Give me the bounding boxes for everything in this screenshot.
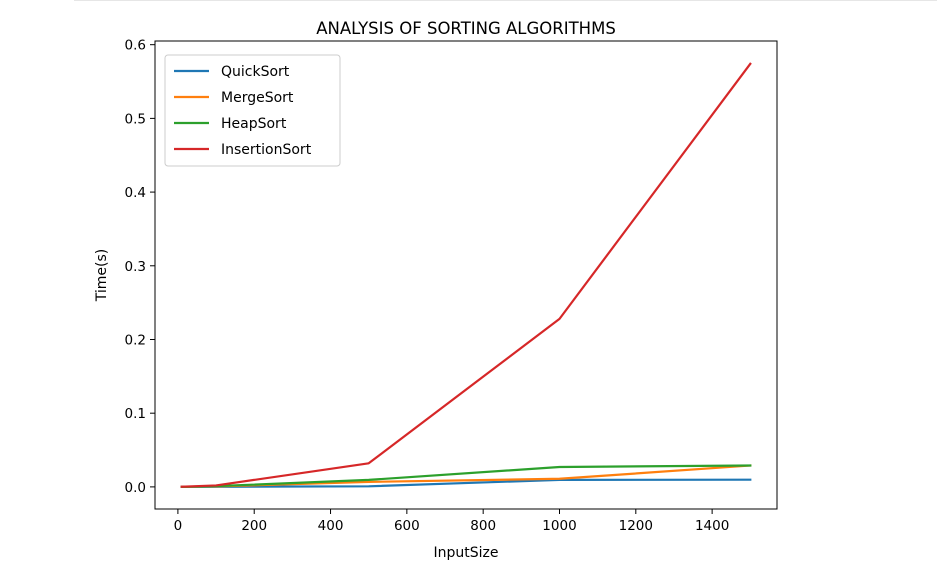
series-line-insertionsort (180, 62, 752, 488)
x-tick-label: 0 (174, 518, 183, 534)
chart-title: ANALYSIS OF SORTING ALGORITHMS (316, 19, 616, 38)
y-tick-label: 0.4 (125, 185, 146, 201)
y-tick-label: 0.3 (125, 259, 146, 275)
legend-label-heapsort: HeapSort (221, 116, 287, 132)
axes-frame (154, 40, 778, 510)
x-axis-ticks: 0 200 400 600 800 1000 1200 1400 (174, 509, 729, 534)
x-tick-label: 1200 (619, 518, 653, 534)
legend-label-quicksort: QuickSort (221, 64, 290, 80)
y-axis-label: Time(s) (94, 249, 110, 302)
y-tick-label: 0.0 (125, 480, 146, 496)
x-axis-label: InputSize (434, 545, 499, 561)
y-axis-ticks: 0.0 0.1 0.2 0.3 0.4 0.5 0.6 (125, 38, 155, 496)
plot-area (154, 40, 778, 510)
y-tick-label: 0.2 (125, 332, 146, 348)
x-tick-label: 400 (318, 518, 344, 534)
top-divider-line (74, 0, 937, 1)
legend: QuickSort MergeSort HeapSort InsertionSort (164, 54, 341, 167)
legend-label-mergesort: MergeSort (221, 90, 294, 106)
legend-box (164, 54, 341, 167)
y-tick-label: 0.1 (125, 406, 146, 422)
x-tick-label: 800 (470, 518, 496, 534)
x-tick-label: 200 (241, 518, 267, 534)
x-tick-label: 1400 (695, 518, 729, 534)
y-tick-label: 0.5 (125, 111, 146, 127)
x-tick-label: 1000 (542, 518, 576, 534)
y-tick-label: 0.6 (125, 38, 146, 54)
legend-label-insertionsort: InsertionSort (221, 142, 312, 158)
series-lines (180, 62, 752, 488)
x-tick-label: 600 (394, 518, 420, 534)
